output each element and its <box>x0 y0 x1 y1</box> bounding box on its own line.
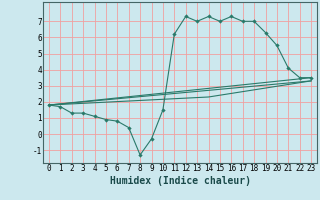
X-axis label: Humidex (Indice chaleur): Humidex (Indice chaleur) <box>109 176 251 186</box>
